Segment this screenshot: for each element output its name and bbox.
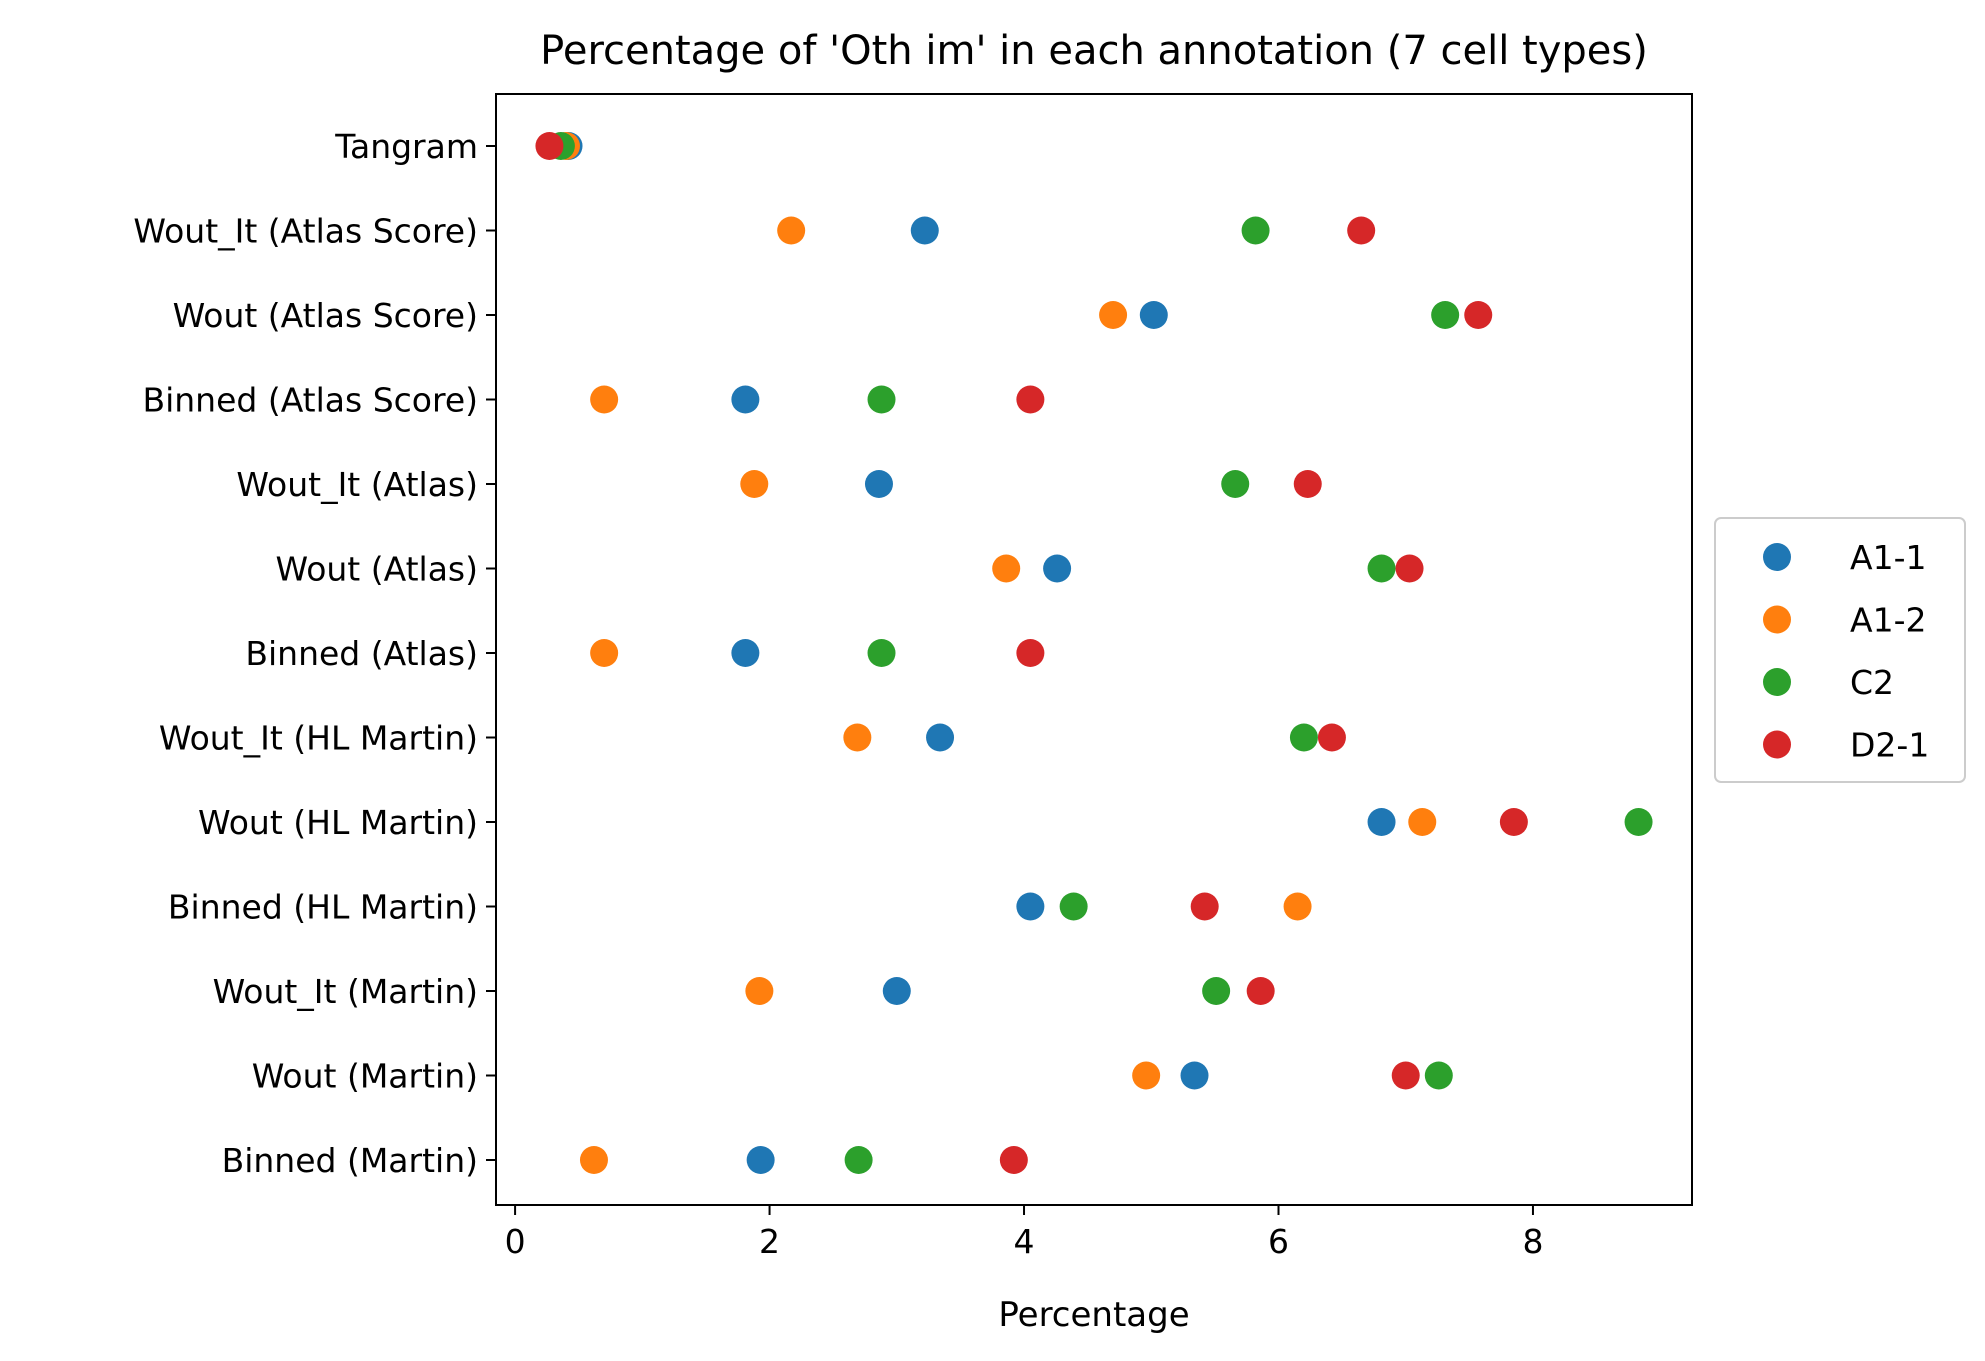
point-c2-11	[1424, 1061, 1453, 1090]
point-a1-2-1	[777, 216, 806, 245]
point-c2-4	[1221, 470, 1250, 498]
point-a1-2-5	[992, 554, 1021, 583]
point-a1-2-6	[590, 639, 619, 667]
point-a1-2-9	[1283, 892, 1312, 921]
point-d2-1-0	[535, 132, 564, 160]
point-d2-1-12	[999, 1146, 1028, 1174]
y-tick-label: Wout (Atlas)	[276, 550, 479, 589]
point-a1-2-12	[579, 1146, 608, 1174]
point-a1-1-5	[1043, 554, 1072, 583]
point-a1-1-6	[731, 639, 760, 667]
x-axis-label: Percentage	[998, 1295, 1189, 1335]
point-a1-1-2	[1139, 301, 1168, 329]
point-d2-1-5	[1395, 554, 1424, 583]
x-tick-label: 4	[1014, 1222, 1035, 1261]
point-d2-1-11	[1391, 1061, 1420, 1090]
point-c2-9	[1059, 892, 1088, 921]
legend-label-a1-1: A1-1	[1850, 538, 1926, 577]
legend-marker-c2	[1763, 668, 1791, 696]
legend-marker-a1-1	[1763, 543, 1791, 571]
point-d2-1-7	[1317, 723, 1346, 752]
y-tick-label: Binned (Atlas)	[245, 634, 478, 673]
point-d2-1-6	[1016, 639, 1045, 667]
point-a1-2-8	[1408, 808, 1437, 836]
x-tick-label: 2	[759, 1222, 780, 1261]
y-tick-label: Wout (Atlas Score)	[173, 296, 478, 335]
point-d2-1-2	[1464, 301, 1493, 329]
chart-title: Percentage of 'Oth im' in each annotatio…	[540, 28, 1648, 74]
point-a1-2-10	[745, 977, 774, 1005]
point-c2-12	[844, 1146, 873, 1174]
y-tick-label: Wout_It (Atlas Score)	[133, 212, 478, 251]
plot-points	[535, 132, 1653, 1174]
point-a1-1-9	[1016, 892, 1045, 921]
point-a1-1-8	[1367, 808, 1396, 836]
point-a1-1-7	[926, 723, 955, 752]
point-a1-2-3	[590, 385, 619, 414]
y-tick-label: Binned (Martin)	[222, 1141, 478, 1180]
point-a1-2-2	[1099, 301, 1128, 329]
x-tick-label: 6	[1268, 1222, 1289, 1261]
legend-label-c2: C2	[1850, 663, 1894, 702]
y-tick-label: Tangram	[334, 127, 478, 166]
y-tick-label: Wout (Martin)	[252, 1057, 478, 1096]
point-a1-1-12	[746, 1146, 775, 1174]
point-c2-7	[1289, 723, 1318, 752]
y-tick-label: Binned (Atlas Score)	[142, 381, 478, 420]
x-tick-label: 8	[1522, 1222, 1543, 1261]
y-axis: Tangram Wout_It (Atlas Score) Wout (Atlas …	[133, 127, 496, 1180]
y-tick-label: Wout_It (HL Martin)	[159, 719, 478, 758]
point-a1-1-11	[1180, 1061, 1209, 1090]
point-a1-2-11	[1132, 1061, 1161, 1090]
x-axis: 0 2 4 6 8	[505, 1205, 1543, 1261]
point-d2-1-8	[1499, 808, 1528, 836]
legend-marker-d2-1	[1763, 730, 1791, 759]
point-c2-5	[1367, 554, 1396, 583]
point-c2-8	[1624, 808, 1653, 836]
legend-marker-a1-2	[1763, 605, 1791, 634]
x-tick-label: 0	[505, 1222, 526, 1261]
point-d2-1-4	[1293, 470, 1322, 498]
point-a1-1-10	[882, 977, 911, 1005]
point-a1-1-3	[731, 385, 760, 414]
y-tick-label: Wout (HL Martin)	[198, 803, 478, 842]
point-d2-1-3	[1016, 385, 1045, 414]
legend-label-d2-1: D2-1	[1850, 726, 1929, 765]
point-c2-6	[867, 639, 896, 667]
point-a1-2-4	[740, 470, 769, 498]
y-tick-label: Binned (HL Martin)	[168, 888, 478, 927]
point-a1-1-1	[910, 216, 939, 245]
y-tick-label: Wout_It (Atlas)	[236, 465, 478, 504]
y-tick-label: Wout_It (Martin)	[213, 972, 478, 1011]
point-a1-1-4	[864, 470, 893, 498]
legend-box	[1714, 517, 1966, 783]
point-d2-1-10	[1246, 977, 1275, 1005]
point-d2-1-9	[1190, 892, 1219, 921]
legend: A1-1 A1-2 C2 D2-1	[1714, 517, 1966, 783]
point-c2-2	[1431, 301, 1460, 329]
point-c2-10	[1202, 977, 1231, 1005]
plot-frame	[495, 93, 1693, 1206]
point-c2-3	[867, 385, 896, 414]
legend-label-a1-2: A1-2	[1850, 601, 1926, 640]
point-c2-1	[1241, 216, 1270, 245]
point-a1-2-7	[843, 723, 872, 752]
point-d2-1-1	[1347, 216, 1376, 245]
